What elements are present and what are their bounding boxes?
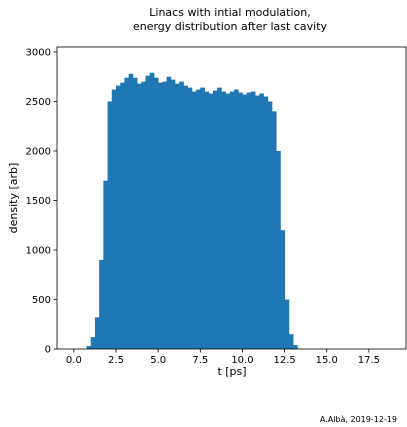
histogram-bar [175, 83, 180, 349]
histogram-bar [128, 73, 134, 349]
y-axis-ticks: 0 500 1000 1500 2000 2500 3000 [26, 47, 57, 356]
histogram-bar [124, 77, 130, 349]
histogram-bar [212, 90, 218, 349]
x-tick-label: 5.0 [150, 355, 166, 366]
histogram-bar [162, 81, 167, 349]
histogram-bar [107, 101, 113, 350]
histogram-bar [263, 96, 269, 349]
x-tick-label: 7.5 [192, 355, 208, 366]
histogram-bar [179, 81, 184, 349]
y-tick-label: 2500 [26, 97, 51, 108]
histogram-bar [229, 91, 235, 349]
histogram-bar [200, 87, 205, 349]
histogram-bar [259, 93, 264, 349]
histogram-bar [149, 72, 155, 350]
histogram-bar [132, 77, 138, 349]
chart-title-line-1: Linacs with intial modulation, [149, 6, 310, 19]
histogram-bar [196, 89, 201, 349]
x-axis-ticks: 0.0 2.5 5.0 7.5 10.0 12.5 15.0 17.5 [66, 349, 380, 366]
x-axis-label: t [ps] [217, 365, 246, 378]
histogram-bar [183, 85, 189, 350]
x-tick-label: 12.5 [273, 355, 295, 366]
x-tick-label: 17.5 [358, 355, 380, 366]
histogram-bar [246, 92, 252, 350]
histogram-bar [187, 87, 193, 349]
histogram-bar [111, 89, 117, 349]
x-tick-label: 2.5 [108, 355, 124, 366]
histogram-bar [99, 259, 104, 349]
histogram-bar [225, 93, 231, 349]
x-tick-label: 10.0 [231, 355, 253, 366]
histogram-bar [208, 93, 214, 349]
histogram-bar [242, 94, 248, 349]
histogram-bar [276, 150, 281, 349]
histogram-bar [255, 95, 260, 350]
histogram-bar [94, 317, 100, 349]
histogram-bar [221, 91, 226, 349]
histogram-bar [217, 87, 222, 349]
plot-frame [56, 46, 407, 350]
histogram-bar [120, 82, 125, 350]
histogram-bar [137, 83, 142, 349]
histogram-bar [284, 299, 290, 349]
histogram-bar [153, 77, 159, 349]
histogram-bar [238, 92, 243, 350]
histogram-bar [267, 101, 273, 350]
histogram-bar [145, 75, 151, 350]
histogram-bar [141, 81, 146, 349]
histogram-bar [204, 91, 210, 349]
histogram-bar [234, 89, 239, 349]
credit-text: A.Albà, 2019-12-19 [319, 415, 397, 424]
histogram-bar [90, 337, 96, 349]
histogram-bar [158, 82, 163, 350]
chart-title-line-2: energy distribution after last cavity [133, 20, 328, 33]
histogram-bar [191, 91, 197, 349]
histogram-bar [116, 85, 121, 350]
x-tick-label: 15.0 [316, 355, 338, 366]
histogram-bar [293, 345, 298, 349]
histogram-bar [288, 334, 294, 349]
histogram-bar [250, 91, 256, 349]
y-tick-label: 1500 [26, 196, 51, 207]
histogram-bar [86, 346, 92, 349]
histogram-bar [170, 79, 176, 350]
histogram-bar [103, 180, 108, 349]
y-tick-label: 500 [32, 295, 51, 306]
histogram-bar [271, 111, 277, 349]
x-tick-label: 0.0 [66, 355, 82, 366]
histogram-bar [280, 230, 285, 349]
histogram-bars [86, 72, 302, 350]
y-tick-label: 2000 [26, 146, 51, 157]
histogram-bar [166, 76, 172, 349]
y-tick-label: 0 [45, 345, 51, 356]
y-tick-label: 1000 [26, 245, 51, 256]
y-axis-label: density [arb] [7, 163, 20, 234]
y-tick-label: 3000 [26, 47, 51, 58]
